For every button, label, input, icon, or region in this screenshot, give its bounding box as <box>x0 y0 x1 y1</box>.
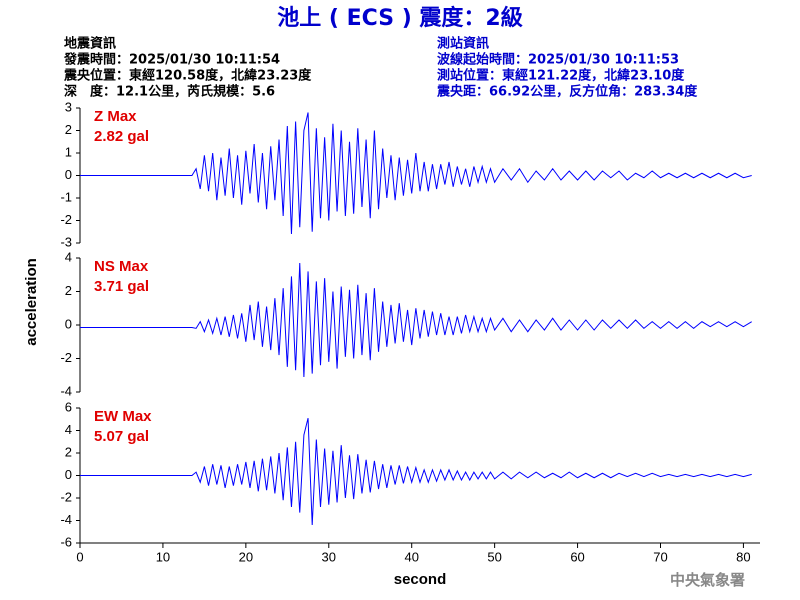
y-tick-label: 0 <box>65 167 72 182</box>
x-tick-label: 0 <box>76 549 83 564</box>
y-tick-label: 2 <box>65 283 72 298</box>
waveform <box>80 112 752 235</box>
quake-info: 深 度：12.1公里，芮氏規模：5.6 <box>64 84 275 100</box>
y-tick-label: 0 <box>65 316 72 331</box>
station-info: 測站資訊 <box>437 36 489 52</box>
y-tick-label: -3 <box>60 234 72 249</box>
station-info: 測站位置：東經121.22度，北緯23.10度 <box>437 68 685 84</box>
y-tick-label: -2 <box>60 212 72 227</box>
quake-info: 發震時間：2025/01/30 10:11:54 <box>63 52 280 68</box>
annotation: 2.82 gal <box>94 128 149 145</box>
y-tick-label: -2 <box>60 350 72 365</box>
x-tick-label: 40 <box>404 549 418 564</box>
y-tick-label: 0 <box>65 467 72 482</box>
x-axis-label: second <box>394 571 447 588</box>
y-tick-label: 4 <box>65 249 72 264</box>
quake-info: 震央位置：東經120.58度，北緯23.23度 <box>63 68 312 84</box>
waveform <box>80 418 752 526</box>
annotation: 5.07 gal <box>94 428 149 445</box>
y-tick-label: 1 <box>65 144 72 159</box>
x-tick-label: 50 <box>487 549 501 564</box>
x-tick-label: 10 <box>156 549 170 564</box>
y-tick-label: -4 <box>60 512 72 527</box>
y-tick-label: -2 <box>60 489 72 504</box>
y-tick-label: -4 <box>60 383 72 398</box>
x-tick-label: 80 <box>736 549 750 564</box>
y-axis-label: acceleration <box>23 258 40 346</box>
x-tick-label: 70 <box>653 549 667 564</box>
station-info: 震央距：66.92公里，反方位角：283.34度 <box>436 84 698 100</box>
y-tick-label: 2 <box>65 444 72 459</box>
annotation: NS Max <box>94 258 149 275</box>
waveform <box>80 263 752 377</box>
station-info: 波線起始時間：2025/01/30 10:11:53 <box>437 52 679 68</box>
annotation: EW Max <box>94 408 152 425</box>
y-tick-label: 3 <box>65 99 72 114</box>
y-tick-label: 4 <box>65 422 72 437</box>
x-tick-label: 60 <box>570 549 584 564</box>
footer: 中央氣象署 <box>670 571 745 589</box>
y-tick-label: 2 <box>65 122 72 137</box>
y-tick-label: -1 <box>60 189 72 204</box>
y-tick-label: 6 <box>65 399 72 414</box>
quake-info: 地震資訊 <box>64 36 116 52</box>
y-tick-label: -6 <box>60 534 72 549</box>
annotation: 3.71 gal <box>94 278 149 295</box>
x-tick-label: 20 <box>239 549 253 564</box>
annotation: Z Max <box>94 108 137 125</box>
chart-title: 池上 ( ECS ) 震度：2級 <box>277 5 522 31</box>
x-tick-label: 30 <box>322 549 336 564</box>
